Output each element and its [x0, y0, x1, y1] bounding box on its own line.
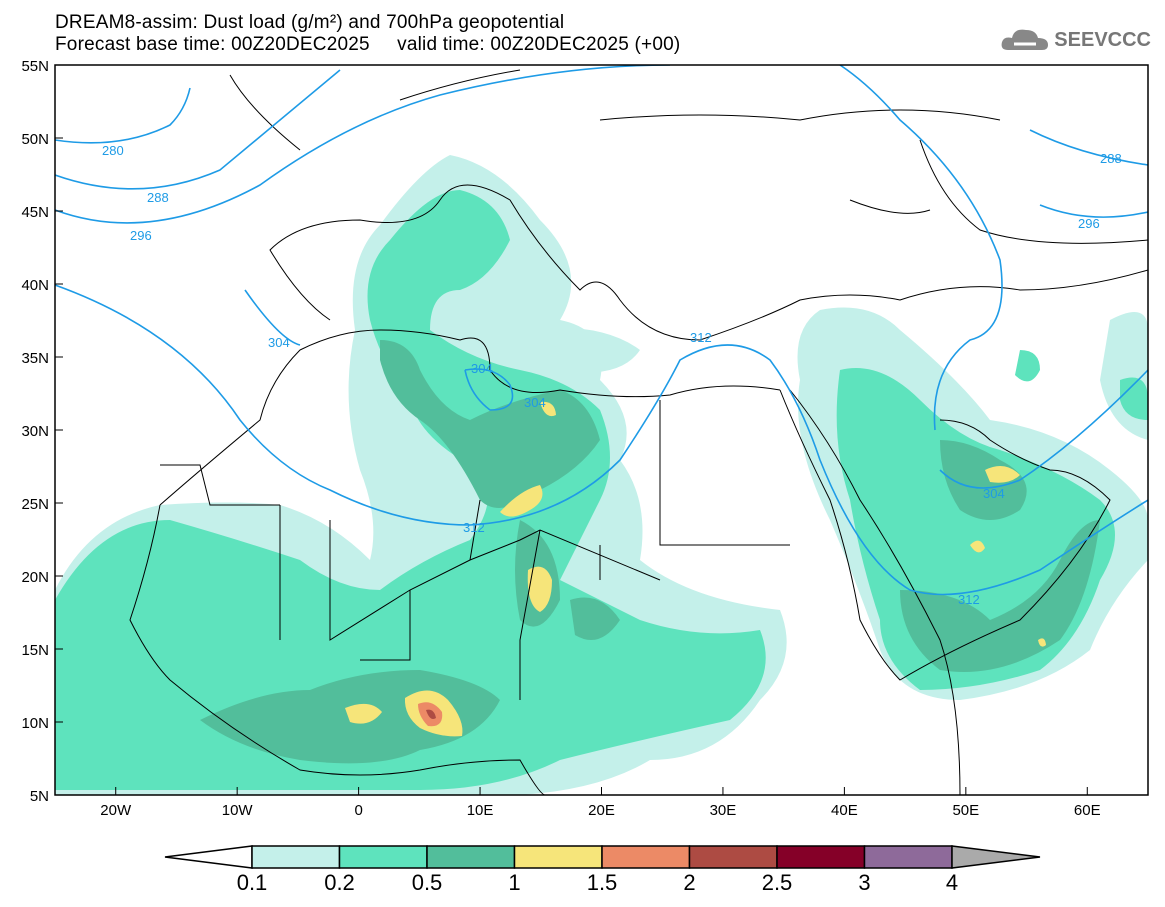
colorbar-label: 0.1 — [236, 870, 268, 895]
contour-labels: 280 288 296 304 304 304 312 312 304 288 … — [102, 143, 1122, 607]
lon-tick-label: 20E — [588, 802, 615, 819]
contour-label: 312 — [463, 520, 485, 535]
colorbar-swatch — [338, 845, 428, 869]
colorbar-label: 3 — [858, 870, 871, 895]
colorbar-label: 2.5 — [761, 870, 793, 895]
lon-tick-label: 10W — [222, 802, 254, 819]
map-title: DREAM8-assim: Dust load (g/m²) and 700hP… — [55, 12, 565, 33]
contour-label: 296 — [1078, 216, 1100, 231]
lat-tick-label: 20N — [21, 569, 49, 586]
map-subtitle-times: Forecast base time: 00Z20DEC2025 valid t… — [55, 34, 681, 55]
contour-label: 304 — [983, 486, 1005, 501]
lat-tick-label: 30N — [21, 423, 49, 440]
cloud-logo-icon — [1001, 29, 1049, 50]
colorbar-under-arrow — [164, 845, 253, 869]
lon-tick-label: 20W — [100, 802, 132, 819]
lat-tick-label: 35N — [21, 350, 49, 367]
dust-level-2 — [426, 709, 436, 719]
colorbar-swatch — [426, 845, 516, 869]
colorbar-over-arrow — [951, 845, 1041, 869]
lat-tick-label: 55N — [21, 58, 49, 75]
contour-label: 312 — [958, 592, 980, 607]
dust-level-1 — [345, 401, 1046, 737]
contour-label: 288 — [1100, 151, 1122, 166]
contour-label: 296 — [130, 228, 152, 243]
seevccc-logo: SEEVCCC — [1000, 26, 1151, 54]
lon-tick-label: 40E — [831, 802, 858, 819]
axis-ticks: 55N 50N 45N 40N 35N 30N 25N 20N 15N 10N 5N 20W 10W 0 1… — [21, 58, 1100, 819]
lat-tick-label: 15N — [21, 642, 49, 659]
lon-tick-label: 30E — [710, 802, 737, 819]
logo-text: SEEVCCC — [1054, 28, 1151, 51]
lon-tick-label: 60E — [1074, 802, 1101, 819]
contour-label: 312 — [690, 330, 712, 345]
colorbar-swatch — [863, 845, 953, 869]
lat-tick-label: 50N — [21, 131, 49, 148]
colorbar-swatch — [251, 845, 341, 869]
geopotential-contours — [55, 65, 1148, 596]
lon-tick-label: 10E — [467, 802, 494, 819]
colorbar-swatch — [776, 845, 866, 869]
colorbar-label: 4 — [945, 870, 959, 895]
lat-tick-label: 45N — [21, 204, 49, 221]
contour-label: 288 — [147, 190, 169, 205]
contour-label: 304 — [268, 335, 290, 350]
dust-field: 280 288 296 304 304 304 312 312 304 288 … — [55, 65, 1148, 795]
colorbar — [164, 845, 1041, 869]
contour-label: 304 — [524, 395, 546, 410]
colorbar-label: 2 — [683, 870, 696, 895]
lat-tick-label: 10N — [21, 715, 49, 732]
colorbar-swatch — [513, 845, 603, 869]
contour-label: 304 — [471, 361, 493, 376]
contour-label: 280 — [102, 143, 124, 158]
colorbar-label: 1 — [508, 870, 521, 895]
colorbar-swatch — [601, 845, 691, 869]
lon-tick-label: 50E — [952, 802, 979, 819]
colorbar-swatch — [688, 845, 778, 869]
lat-tick-label: 5N — [30, 788, 49, 805]
colorbar-label: 0.5 — [411, 870, 443, 895]
coastlines — [129, 69, 1148, 795]
lat-tick-label: 25N — [21, 496, 49, 513]
lat-tick-label: 40N — [21, 277, 49, 294]
colorbar-label: 1.5 — [586, 870, 618, 895]
lon-tick-label: 0 — [354, 802, 362, 819]
colorbar-label: 0.2 — [324, 870, 355, 895]
